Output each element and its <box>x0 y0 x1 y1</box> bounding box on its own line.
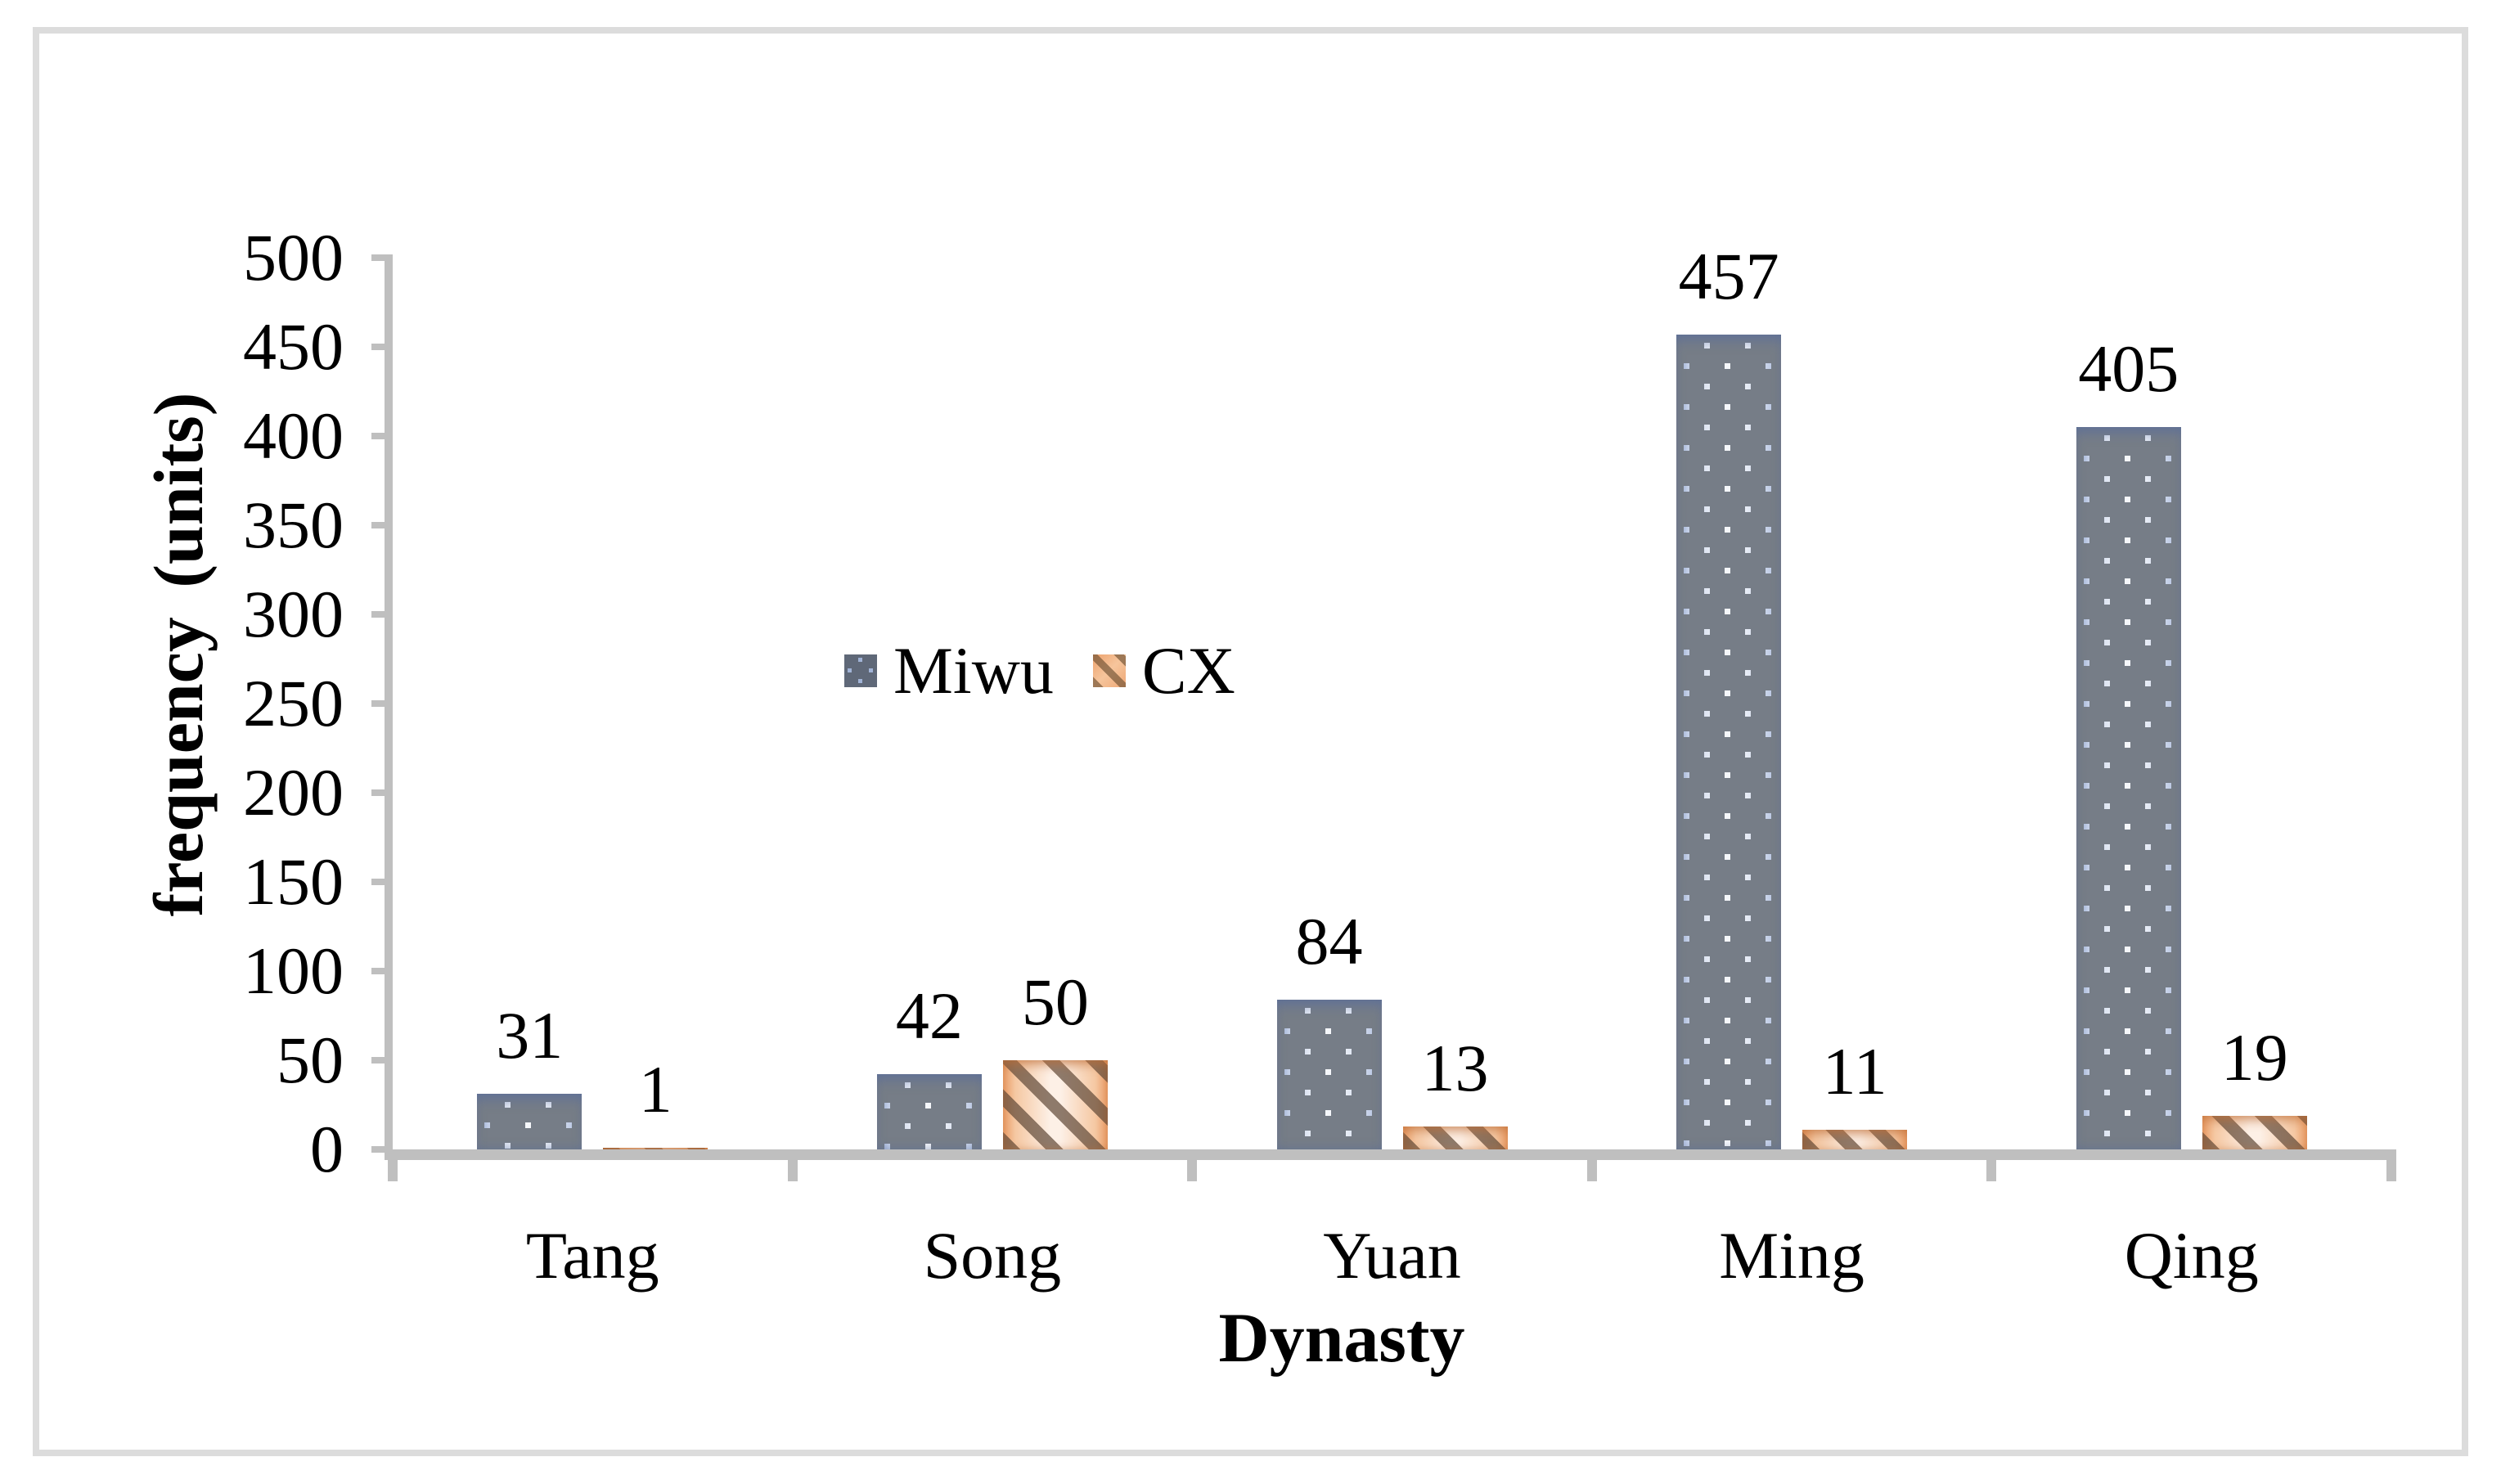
bar-miwu-song <box>876 1074 982 1149</box>
y-axis-tick-mark <box>371 254 393 261</box>
bar-cx-tang <box>603 1147 708 1149</box>
y-axis-tick-mark <box>371 522 393 528</box>
y-axis-tick-label: 300 <box>243 577 344 651</box>
x-axis-tick-mark <box>1986 1149 1997 1181</box>
y-axis-line <box>385 254 393 1160</box>
bar-cx-yuan <box>1402 1126 1508 1149</box>
legend-label-miwu: Miwu <box>893 633 1054 708</box>
x-axis-tick-mark <box>1586 1149 1597 1181</box>
legend: Miwu CX <box>844 635 1235 707</box>
x-axis-tick-mark <box>1187 1149 1198 1181</box>
chart-border-frame <box>33 27 2468 1456</box>
y-axis-tick-label: 100 <box>243 933 344 1008</box>
legend-label-cx: CX <box>1141 633 1235 708</box>
y-axis-tick-label: 200 <box>243 755 344 830</box>
x-axis-tick-mark <box>2386 1149 2396 1181</box>
bar-value-label: 11 <box>1822 1034 1887 1109</box>
x-axis-tick-mark <box>787 1149 798 1181</box>
bar-value-label: 405 <box>2078 331 2179 407</box>
bar-value-label: 19 <box>2220 1019 2288 1095</box>
y-axis-tick-label: 450 <box>243 309 344 384</box>
bar-miwu-tang <box>477 1094 583 1149</box>
x-axis-tick-mark <box>388 1149 398 1181</box>
y-axis-tick-label: 150 <box>243 844 344 919</box>
bar-value-label: 1 <box>638 1051 672 1126</box>
x-category-label: Qing <box>2124 1218 2259 1293</box>
bar-miwu-ming <box>1676 334 1782 1149</box>
y-axis-tick-mark <box>371 789 393 796</box>
bar-miwu-yuan <box>1276 999 1382 1149</box>
legend-swatch-cx <box>1092 654 1126 687</box>
y-axis-tick-label: 500 <box>243 220 344 295</box>
x-category-label: Ming <box>1719 1218 1865 1293</box>
bar-value-label: 457 <box>1678 238 1779 313</box>
bar-value-label: 84 <box>1295 903 1363 978</box>
y-axis-tick-mark <box>371 611 393 618</box>
y-axis-tick-mark <box>371 1057 393 1064</box>
bar-value-label: 42 <box>895 978 963 1054</box>
y-axis-tick-mark <box>371 879 393 885</box>
y-axis-tick-label: 350 <box>243 488 344 562</box>
x-category-label: Tang <box>525 1218 659 1293</box>
y-axis-tick-label: 400 <box>243 398 344 473</box>
bar-miwu-qing <box>2076 427 2181 1149</box>
y-axis-tick-label: 50 <box>277 1023 344 1097</box>
bar-cx-qing <box>2202 1115 2307 1149</box>
y-axis-tick-mark <box>371 1146 393 1153</box>
bar-value-label: 31 <box>496 998 564 1073</box>
y-axis-tick-mark <box>371 433 393 439</box>
y-axis-tick-mark <box>371 700 393 707</box>
x-axis-line <box>385 1149 2391 1160</box>
x-category-label: Yuan <box>1323 1218 1461 1293</box>
y-axis-title: frequency (units) <box>139 392 218 917</box>
bar-cx-song <box>1002 1060 1108 1149</box>
legend-swatch-miwu <box>844 654 877 687</box>
bar-value-label: 50 <box>1021 965 1089 1039</box>
bar-value-label: 13 <box>1421 1030 1489 1105</box>
x-category-label: Song <box>923 1218 1062 1293</box>
y-axis-tick-mark <box>371 968 393 974</box>
x-axis-title: Dynasty <box>1218 1298 1465 1377</box>
y-axis-tick-label: 0 <box>310 1112 344 1186</box>
y-axis-tick-label: 250 <box>243 666 344 740</box>
y-axis-tick-mark <box>371 344 393 350</box>
bar-cx-ming <box>1802 1130 1908 1149</box>
